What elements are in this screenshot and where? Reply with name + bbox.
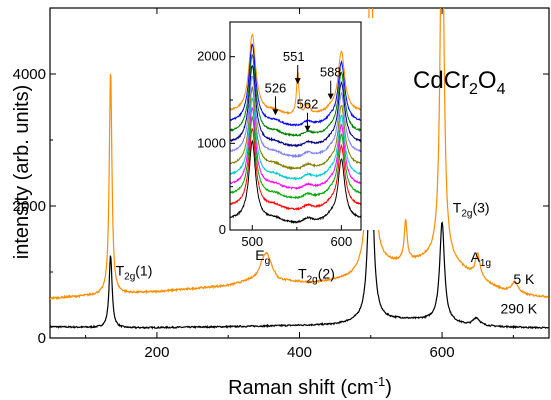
compound-mid: O	[478, 67, 497, 94]
inset-y-tick-label: 1000	[197, 135, 226, 150]
peak-label-tail: (2)	[318, 266, 335, 282]
inset-peak-mark-label: 551	[283, 49, 305, 64]
inset-series-line	[230, 85, 361, 171]
inset-peak-mark-label: 562	[297, 97, 319, 112]
compound-sub2: 4	[497, 81, 506, 98]
inset-series-line	[230, 97, 361, 181]
inset-series-line	[230, 115, 361, 200]
peak-label: 5 K	[513, 271, 535, 287]
peak-label: T2g(3)	[453, 200, 490, 220]
inset-x-tick-label: 600	[331, 234, 353, 249]
peak-label: A1g	[471, 249, 491, 269]
peak-label-sub: g	[265, 256, 271, 267]
x-axis-title-close: )	[385, 377, 392, 399]
inset-axis-ticks: 500 600 0 1000 2000	[197, 49, 352, 249]
peak-label-main: A	[471, 249, 481, 265]
peak-label-sub: 2g	[307, 275, 318, 286]
inset-series-line	[230, 33, 361, 115]
x-axis-title-main: Raman shift (cm	[228, 377, 374, 399]
inset-series-line	[230, 54, 361, 138]
inset-series-line	[230, 65, 361, 148]
inset-peak-marks: 526 551 562 588	[265, 49, 342, 132]
peak-label-main: E	[255, 247, 264, 263]
peak-label: T2g(2)	[298, 266, 335, 286]
compound-sub1: 2	[469, 81, 478, 98]
y-tick-label: 4000	[13, 66, 46, 83]
peak-label-tail: (3)	[472, 200, 489, 216]
inset-peak-arrow-head	[327, 93, 334, 100]
inset-series-line	[230, 75, 361, 159]
inset-x-tick-label: 500	[241, 234, 263, 249]
y-axis-title: intensity (arb. units)	[11, 85, 33, 260]
inset-peak-mark-label: 588	[320, 65, 342, 80]
inset-peak-mark-label: 526	[265, 80, 287, 95]
inset-series-line	[230, 107, 361, 191]
inset-series-line	[230, 128, 361, 211]
y-tick-label: 2000	[13, 198, 46, 215]
compound-main: CdCr	[413, 67, 469, 94]
x-tick-label: 400	[287, 344, 312, 361]
inset-peak-arrow-head	[304, 125, 311, 132]
x-tick-label: 200	[144, 344, 169, 361]
series-line-290K	[50, 129, 549, 330]
compound-label: CdCr2O4	[413, 67, 506, 98]
peak-label: 290 K	[501, 301, 538, 317]
inset-series-group	[230, 33, 361, 225]
inset-series-line	[230, 43, 361, 127]
inset-peak-arrow-head	[294, 78, 301, 85]
peak-label-main: 290 K	[501, 301, 538, 317]
peak-label-main: T	[298, 266, 307, 282]
peak-label-main: T	[453, 200, 462, 216]
inset-peak-arrow-head	[272, 109, 279, 116]
x-axis-title-sup: -1	[374, 374, 386, 389]
main-axis-ticks: 200 400 600 0 2000 4000	[13, 8, 549, 361]
peak-label-sub: 2g	[124, 271, 135, 282]
x-axis-title: Raman shift (cm-1)	[228, 374, 392, 399]
y-tick-label: 0	[38, 330, 46, 347]
peak-label-main: T	[116, 262, 125, 278]
inset-frame	[229, 21, 362, 231]
series-line-5K	[50, 8, 549, 301]
inset-series-line	[230, 139, 361, 225]
inset-y-tick-label: 2000	[197, 49, 226, 64]
peak-label-tail: (1)	[135, 262, 152, 278]
peak-label: T2g(1)	[116, 262, 153, 282]
main-series-group	[50, 8, 549, 330]
peak-label-main: 5 K	[513, 271, 535, 287]
peak-label: Eg	[255, 247, 270, 267]
x-tick-label: 600	[430, 344, 455, 361]
peak-label-sub: 1g	[480, 258, 491, 269]
peak-label-sub: 2g	[461, 209, 472, 220]
inset-y-tick-label: 0	[219, 222, 226, 237]
